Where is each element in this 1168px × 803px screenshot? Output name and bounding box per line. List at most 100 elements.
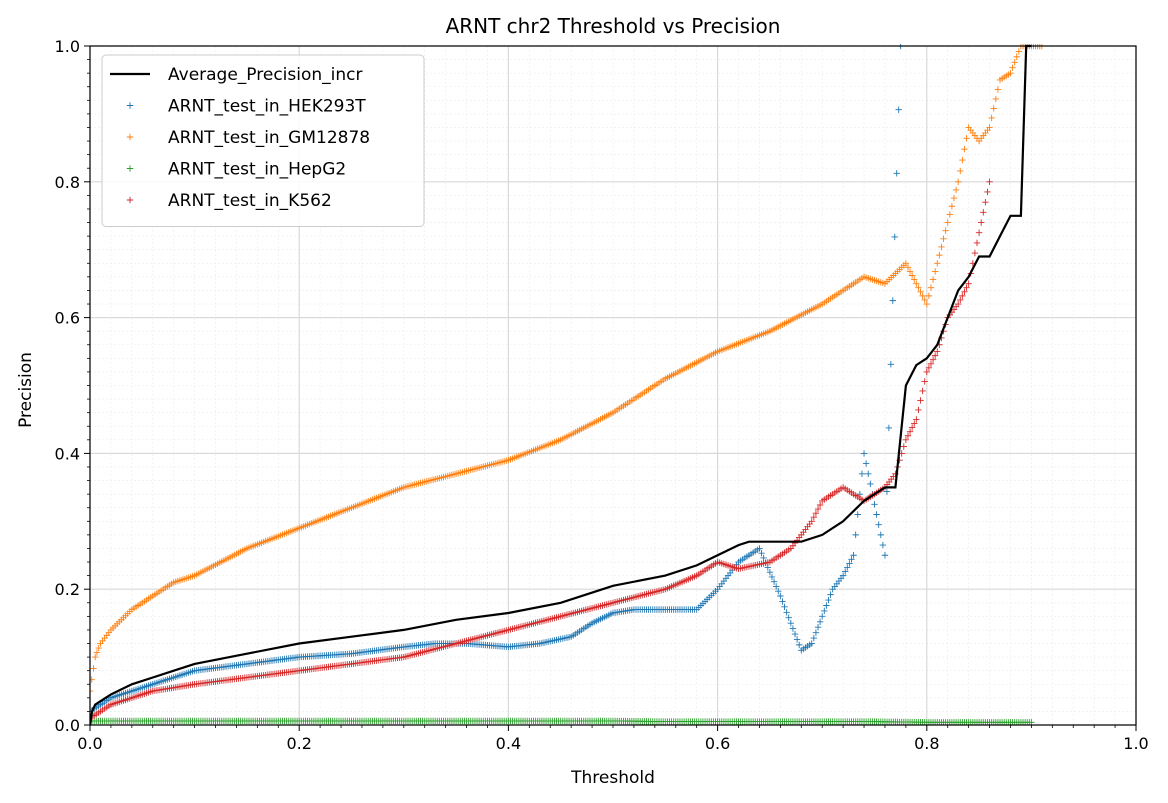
data-point: [827, 591, 834, 598]
y-axis-label: Precision: [16, 352, 36, 428]
data-point: [766, 569, 774, 576]
y-tick-label: 1.0: [55, 37, 80, 56]
data-point: [810, 514, 818, 521]
data-point: [90, 676, 95, 683]
legend-label: ARNT_test_in_HEK293T: [168, 97, 366, 117]
x-tick-label: 1.0: [1123, 734, 1148, 753]
data-point: [906, 428, 914, 435]
data-point: [795, 641, 803, 649]
data-point: [990, 105, 997, 112]
data-point: [879, 541, 887, 549]
data-point: [1013, 53, 1020, 61]
data-point: [915, 406, 922, 414]
data-point: [954, 178, 962, 185]
data-point: [821, 607, 828, 615]
data-point: [860, 450, 868, 457]
data-point: [777, 592, 784, 600]
data-point: [883, 488, 891, 495]
data-point: [756, 545, 763, 552]
data-point: [814, 624, 822, 631]
data-point: [973, 239, 981, 247]
data-point: [921, 296, 928, 304]
data-point: [770, 578, 778, 585]
x-axis-label: Threshold: [570, 768, 655, 788]
data-point: [977, 219, 985, 226]
data-point: [984, 188, 991, 196]
data-point: [959, 156, 966, 164]
data-point: [865, 470, 872, 477]
data-point: [819, 613, 826, 620]
data-point: [1011, 59, 1018, 66]
data-point: [887, 361, 895, 368]
legend-marker-swatch: [126, 133, 134, 141]
data-point: [965, 280, 972, 287]
data-point: [858, 470, 866, 477]
data-point: [812, 629, 820, 636]
data-point: [938, 243, 945, 251]
legend-item: ARNT_test_in_HepG2: [126, 160, 346, 180]
y-tick-label: 0.2: [55, 580, 80, 599]
data-point: [873, 511, 880, 518]
data-point: [946, 211, 954, 218]
data-point: [925, 292, 933, 300]
data-point: [931, 352, 939, 359]
data-point: [808, 518, 815, 525]
data-point: [988, 114, 995, 122]
data-point: [808, 640, 815, 647]
data-point: [919, 387, 926, 395]
data-point: [90, 665, 97, 672]
data-point: [919, 292, 926, 300]
data-point: [862, 460, 870, 467]
data-point: [814, 505, 822, 513]
legend: Average_Precision_incr ARNT_test_in_HEK29…: [101, 54, 425, 227]
series-layer: [90, 44, 1046, 726]
data-point: [889, 297, 897, 304]
data-point: [911, 276, 918, 283]
data-point: [908, 272, 916, 279]
data-point: [1015, 48, 1023, 55]
data-point: [825, 596, 832, 604]
data-point: [982, 198, 989, 206]
data-point: [793, 636, 801, 643]
data-point: [950, 194, 958, 202]
data-point: [934, 348, 941, 355]
data-point: [881, 552, 889, 559]
series-ARNT_test_in_HEK293T: [90, 44, 904, 715]
plot-area: [90, 44, 1046, 726]
data-point: [959, 292, 966, 300]
data-point: [904, 432, 912, 439]
data-point: [768, 573, 776, 581]
data-point: [92, 653, 99, 661]
data-point: [934, 260, 941, 267]
y-tick-label: 0.8: [55, 173, 80, 192]
data-point: [986, 178, 993, 185]
data-point: [923, 300, 930, 308]
data-point: [867, 480, 874, 488]
data-point: [789, 625, 797, 632]
data-point: [758, 550, 765, 557]
legend-item: ARNT_test_in_K562: [126, 191, 332, 211]
data-point: [900, 443, 907, 450]
chart-title: ARNT chr2 Threshold vs Precision: [446, 14, 781, 38]
data-point: [929, 356, 937, 363]
data-point: [893, 170, 900, 177]
legend-marker-swatch: [126, 165, 134, 172]
legend-item: ARNT_test_in_GM12878: [126, 128, 370, 148]
data-point: [781, 603, 788, 611]
data-point: [911, 420, 918, 427]
data-point: [980, 209, 987, 216]
data-point: [812, 509, 820, 517]
legend-item: Average_Precision_incr: [110, 65, 363, 85]
data-point: [791, 630, 799, 638]
data-point: [848, 556, 855, 563]
data-point: [913, 416, 920, 423]
x-tick-label: 0.0: [77, 734, 102, 753]
data-point: [95, 644, 102, 652]
data-point: [779, 598, 786, 605]
data-point: [902, 260, 910, 267]
y-tick-label: 0.6: [55, 309, 80, 328]
data-point: [906, 268, 914, 275]
series-ARNT_test_in_GM12878: [90, 44, 1046, 695]
data-point: [810, 634, 818, 642]
